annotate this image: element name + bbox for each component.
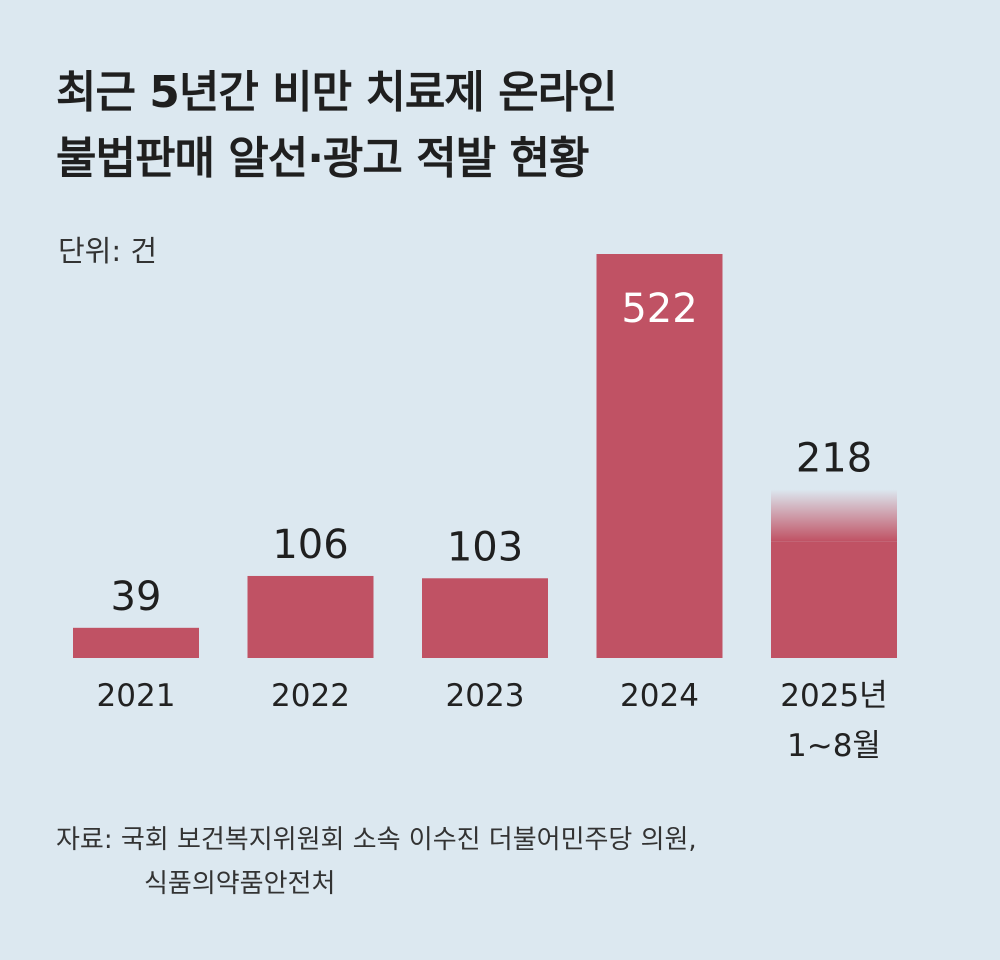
value-label-2: 103 [447, 524, 523, 570]
chart-title-line-1: 최근 5년간 비만 치료제 온라인 [56, 67, 618, 118]
bar-chart: 39 2021 106 2022 103 2023 522 2024 218 2025년 1~8월 [73, 254, 897, 764]
category-label-1: 2022 [271, 678, 350, 714]
value-label-1: 106 [272, 522, 348, 568]
source-note: 자료: 국회 보건복지위원회 소속 이수진 더불어민주당 의원, 식품의약품안전… [56, 818, 697, 906]
chart-title-line-2: 불법판매 알선·광고 적발 현황 [56, 133, 589, 184]
bar-3 [596, 254, 723, 658]
bar-4 [771, 541, 897, 658]
bar-0 [73, 627, 199, 658]
value-label-0: 39 [111, 574, 162, 620]
unit-label: 단위: 건 [58, 234, 158, 268]
category-label-3: 2024 [620, 678, 699, 714]
value-label-3: 522 [621, 286, 697, 332]
category-label-4: 2025년 1~8월 [780, 678, 887, 764]
category-label-0: 2021 [97, 678, 176, 714]
bar-4-fade [771, 489, 897, 542]
category-label-2: 2023 [446, 678, 525, 714]
source-line-1: 자료: 국회 보건복지위원회 소속 이수진 더불어민주당 의원, [56, 825, 697, 855]
value-label-4: 218 [796, 435, 872, 481]
bar-1 [247, 575, 374, 658]
source-line-2: 식품의약품안전처 [144, 869, 336, 899]
chart-title: 최근 5년간 비만 치료제 온라인 불법판매 알선·광고 적발 현황 [56, 60, 618, 192]
bar-2 [422, 578, 548, 658]
